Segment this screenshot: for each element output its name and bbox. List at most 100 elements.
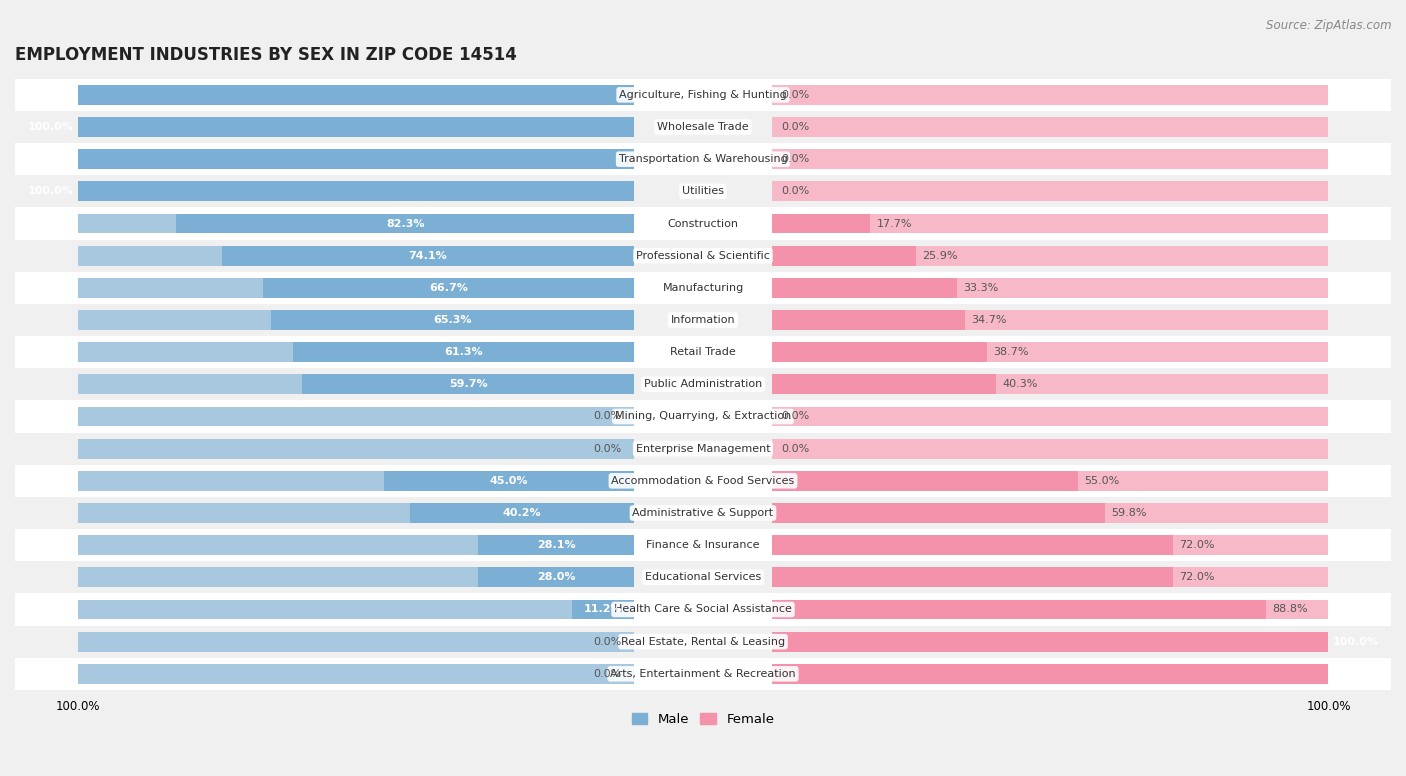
Text: 11.2%: 11.2% <box>583 605 623 615</box>
Bar <box>772 503 1329 523</box>
Bar <box>772 535 1329 555</box>
Text: 34.7%: 34.7% <box>972 315 1007 325</box>
Bar <box>15 207 1391 240</box>
Bar <box>772 407 1329 427</box>
Bar <box>772 438 1329 459</box>
Bar <box>772 85 1329 105</box>
Bar <box>384 471 634 490</box>
Bar <box>772 503 1105 523</box>
Text: 88.8%: 88.8% <box>1272 605 1308 615</box>
Bar <box>77 310 634 330</box>
Bar <box>572 600 634 619</box>
Text: Transportation & Warehousing: Transportation & Warehousing <box>619 154 787 165</box>
Text: 100.0%: 100.0% <box>28 122 73 132</box>
Bar <box>772 632 1329 652</box>
Bar <box>77 374 634 394</box>
Bar <box>77 663 634 684</box>
Bar <box>772 567 1329 587</box>
Text: Wholesale Trade: Wholesale Trade <box>657 122 749 132</box>
Bar <box>772 213 1329 234</box>
Bar <box>77 117 634 137</box>
Bar <box>772 535 1173 555</box>
Bar <box>77 85 634 105</box>
Bar <box>77 182 634 201</box>
Text: 0.0%: 0.0% <box>593 411 621 421</box>
Text: Finance & Insurance: Finance & Insurance <box>647 540 759 550</box>
Text: 0.0%: 0.0% <box>593 669 621 679</box>
Text: 28.0%: 28.0% <box>537 573 575 582</box>
Bar <box>77 278 634 298</box>
Text: 40.3%: 40.3% <box>1002 379 1038 390</box>
Bar <box>411 503 634 523</box>
Bar <box>772 117 1329 137</box>
Text: 0.0%: 0.0% <box>782 186 810 196</box>
Bar <box>15 529 1391 561</box>
Bar <box>77 117 634 137</box>
Bar <box>77 407 634 427</box>
Bar <box>15 78 1391 111</box>
Text: Construction: Construction <box>668 219 738 228</box>
Bar <box>302 374 634 394</box>
Text: 0.0%: 0.0% <box>782 411 810 421</box>
Bar <box>772 374 995 394</box>
Bar <box>772 632 1329 652</box>
Text: Accommodation & Food Services: Accommodation & Food Services <box>612 476 794 486</box>
Text: 100.0%: 100.0% <box>1333 636 1378 646</box>
Text: Health Care & Social Assistance: Health Care & Social Assistance <box>614 605 792 615</box>
Bar <box>292 342 634 362</box>
Bar <box>772 149 1329 169</box>
Bar <box>772 342 1329 362</box>
Text: 17.7%: 17.7% <box>876 219 912 228</box>
Text: 82.3%: 82.3% <box>385 219 425 228</box>
Text: 72.0%: 72.0% <box>1178 540 1215 550</box>
Bar <box>15 400 1391 432</box>
Bar <box>15 272 1391 304</box>
Legend: Male, Female: Male, Female <box>626 708 780 732</box>
Text: 100.0%: 100.0% <box>1333 669 1378 679</box>
Text: 40.2%: 40.2% <box>503 508 541 518</box>
Bar <box>77 213 634 234</box>
Bar <box>772 182 1329 201</box>
Bar <box>478 535 634 555</box>
Text: Arts, Entertainment & Recreation: Arts, Entertainment & Recreation <box>610 669 796 679</box>
Bar <box>772 663 1329 684</box>
Bar <box>15 304 1391 336</box>
Bar <box>15 497 1391 529</box>
Text: 0.0%: 0.0% <box>782 90 810 100</box>
Bar <box>15 561 1391 594</box>
Bar <box>77 246 634 265</box>
Bar <box>772 213 870 234</box>
Text: Public Administration: Public Administration <box>644 379 762 390</box>
Bar <box>772 374 1329 394</box>
Bar <box>77 567 634 587</box>
Bar <box>478 567 634 587</box>
Text: 45.0%: 45.0% <box>489 476 529 486</box>
Bar <box>77 503 634 523</box>
Bar <box>176 213 634 234</box>
Text: 66.7%: 66.7% <box>429 282 468 293</box>
Bar <box>77 438 634 459</box>
Text: Educational Services: Educational Services <box>645 573 761 582</box>
Bar <box>77 342 634 362</box>
Bar <box>15 465 1391 497</box>
Bar <box>222 246 634 265</box>
Bar <box>772 471 1078 490</box>
Bar <box>772 600 1267 619</box>
Bar <box>77 535 634 555</box>
Text: 72.0%: 72.0% <box>1178 573 1215 582</box>
Bar <box>77 182 634 201</box>
Text: 100.0%: 100.0% <box>28 154 73 165</box>
Text: Utilities: Utilities <box>682 186 724 196</box>
Text: 28.1%: 28.1% <box>537 540 575 550</box>
Bar <box>15 175 1391 207</box>
Bar <box>772 310 1329 330</box>
Bar <box>77 471 634 490</box>
Text: 59.8%: 59.8% <box>1111 508 1146 518</box>
Text: 0.0%: 0.0% <box>782 154 810 165</box>
Bar <box>15 625 1391 658</box>
Text: Real Estate, Rental & Leasing: Real Estate, Rental & Leasing <box>621 636 785 646</box>
Bar <box>772 600 1329 619</box>
Bar <box>15 658 1391 690</box>
Bar <box>271 310 634 330</box>
Bar <box>772 278 1329 298</box>
